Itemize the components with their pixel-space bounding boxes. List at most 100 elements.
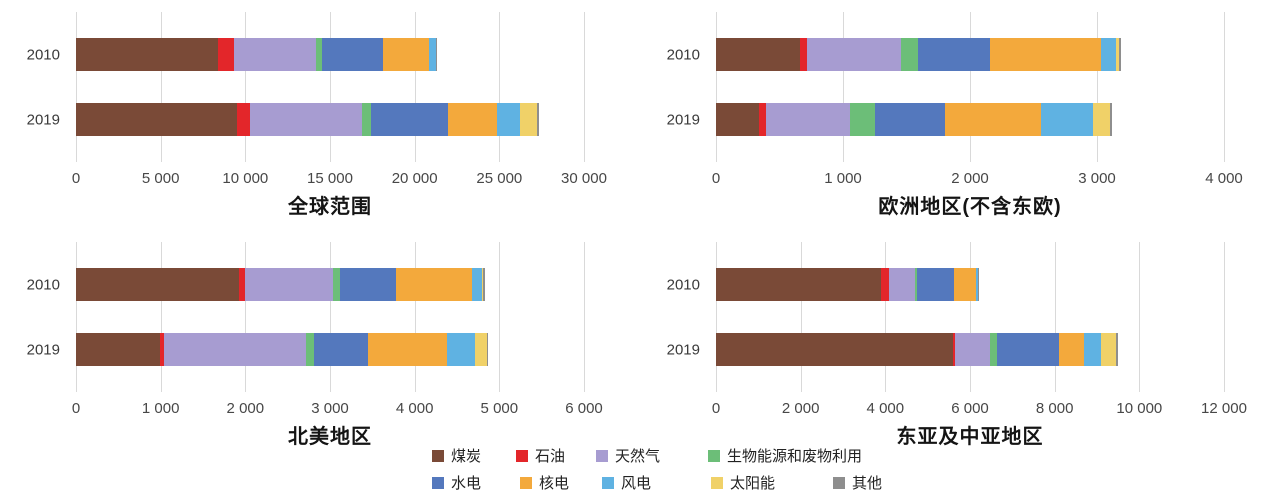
x-axis-tick-label: 25 000 [476,170,523,187]
gridline [1224,242,1225,392]
legend-swatch-solar [711,476,723,489]
gridline [716,242,717,392]
gridline [76,12,77,162]
gridline [499,242,501,392]
bar-row-2019: 2019 [27,103,584,136]
bar-segment-coal [76,333,160,366]
category-label: 2010 [26,276,60,293]
bar-segment-natural-gas [250,103,363,136]
legend-label: 其他 [852,475,883,492]
bar-segment-natural-gas [889,268,916,301]
bar-segment-coal [716,103,760,136]
bar-segment-bioenergy-waste [915,268,918,301]
x-axis-tick-label: 30 000 [561,170,607,187]
x-axis-tick-label: 0 [711,400,721,417]
bar-segment-nuclear [990,38,1101,71]
gridline [1054,242,1056,392]
bar-segment-solar [1093,103,1110,136]
bar-segment-nuclear [448,103,497,136]
bar-segment-natural-gas [766,103,850,136]
x-axis-tick-label: 5 000 [480,400,519,417]
legend-swatch-bioenergy-waste [708,449,720,462]
gridline [245,12,247,162]
gridline [1097,12,1098,162]
legend-swatch-coal [432,449,444,462]
category-label: 2019 [666,111,700,128]
bar-segment-oil [159,333,165,366]
bar-segment-coal [76,38,219,71]
bar-segment-solar [519,103,537,136]
bar-row-2019: 2019 [667,333,1224,366]
gridline [970,242,971,392]
legend-label: 生物能源和废物利用 [727,448,863,465]
gridline [160,12,162,162]
bar-row-2010: 2010 [27,38,584,71]
bar-segment-other [1119,38,1122,71]
bar-segment-nuclear [945,103,1042,136]
bar-row-2010: 2010 [667,38,1224,71]
bar-segment-other [1109,103,1113,136]
x-axis-tick-label: 6 000 [565,400,603,417]
category-label: 2010 [666,46,700,63]
bar-segment-oil [236,103,251,136]
gridline [499,12,501,162]
x-axis-tick-label: 2 000 [951,170,989,187]
bar-segment-wind [1084,333,1102,366]
legend-label: 核电 [539,475,570,492]
bar-segment-oil [881,268,890,301]
legend-row: 煤炭 石油 天然气 生物能源和废物利用 [432,442,882,469]
bar-segment-oil [759,103,767,136]
x-axis-tick-label: 4 000 [1205,170,1243,187]
x-axis-tick-label: 0 [71,170,81,187]
x-axis-tick-label: 4 000 [395,400,434,417]
legend-label: 太阳能 [730,475,776,492]
bar-segment-natural-gas [164,333,307,366]
bar-segment-natural-gas [234,38,317,71]
bar-segment-nuclear [395,268,473,301]
legend-row: 水电 核电 风电 太阳能 其他 [432,469,882,496]
gridline [76,242,77,392]
bar-segment-natural-gas [245,268,334,301]
legend-item-natural-gas: 天然气 [596,445,708,466]
legend-swatch-natural-gas [596,449,608,462]
bar-segment-other [536,103,540,136]
bar-segment-oil [952,333,956,366]
legend-label: 石油 [535,448,566,465]
gridline [414,12,416,162]
bar-segment-hydro [917,38,991,71]
bar-segment-nuclear [1058,333,1085,366]
gridline [970,12,971,162]
bar-segment-bioenergy-waste [306,333,314,366]
gridline [245,242,247,392]
bar-row-2010: 2010 [27,268,584,301]
x-axis-tick-label: 0 [71,400,81,417]
gridline [584,12,585,162]
bar-segment-hydro [370,103,449,136]
plot-area: 0 1 000 2 000 3 000 4 000 5 000 6 000 2010 2019 [27,242,603,417]
bar-segment-hydro [322,38,384,71]
legend-label: 煤炭 [451,448,482,465]
bar-segment-oil [799,38,808,71]
chart-title: 东亚及中亚地区 [896,426,1044,448]
bar-row-2010: 2010 [667,268,1224,301]
bar-segment-coal [716,268,882,301]
bar-row-2019: 2019 [667,103,1224,136]
chart-panel-east-central-asia: 0 2 000 4 000 6 000 8 000 10 000 12 000 2010 201… [640,230,1280,448]
x-axis-tick-label: 2 000 [226,400,265,417]
category-label: 2019 [26,111,60,128]
x-axis-tick-label: 1 000 [824,170,862,187]
legend-item-oil: 石油 [516,445,596,466]
bar-segment-other [1116,333,1119,366]
bar-segment-nuclear [368,333,447,366]
bar-segment-natural-gas [807,38,902,71]
legend-swatch-other [833,476,845,489]
bar-segment-wind [496,103,520,136]
legend-swatch-oil [516,449,528,462]
x-axis-tick-label: 5 000 [141,170,180,187]
legend-swatch-wind [602,476,614,489]
category-label: 2019 [26,341,60,358]
gridline [1139,242,1141,392]
bar-segment-nuclear [383,38,430,71]
bar-segment-wind [472,268,483,301]
